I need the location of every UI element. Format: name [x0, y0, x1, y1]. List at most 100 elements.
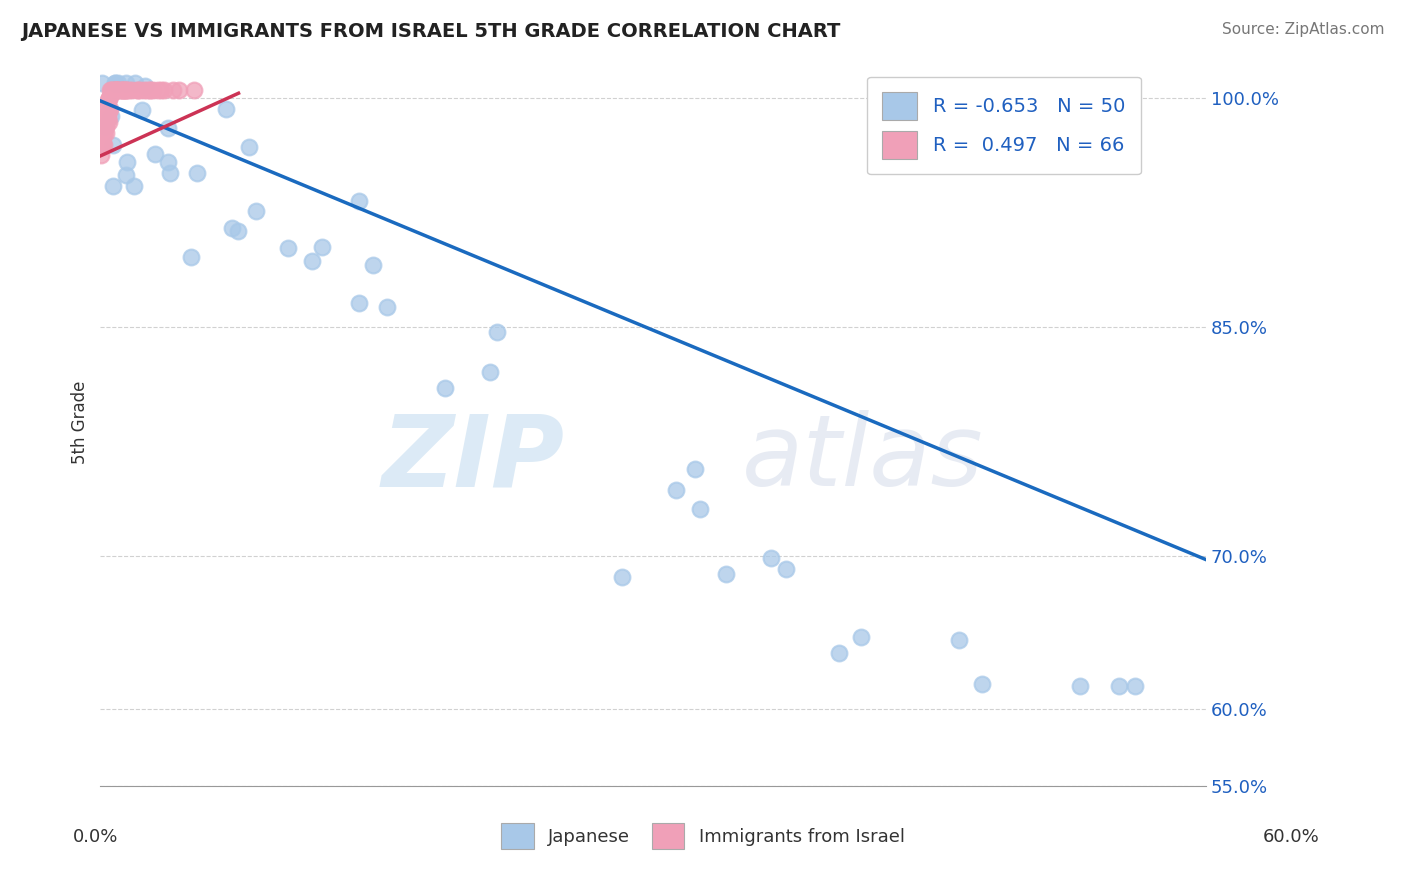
Point — [94, 110, 117, 124]
Point — [115, 83, 138, 97]
Point — [111, 83, 134, 97]
Text: atlas: atlas — [741, 410, 983, 508]
Point — [112, 83, 135, 97]
Point — [94, 126, 117, 140]
Text: Source: ZipAtlas.com: Source: ZipAtlas.com — [1222, 22, 1385, 37]
Point — [91, 123, 114, 137]
Point — [96, 120, 118, 134]
Point — [142, 83, 165, 97]
Point — [101, 83, 124, 97]
Point — [114, 83, 136, 97]
Text: 0.0%: 0.0% — [73, 828, 118, 846]
Point — [94, 120, 117, 134]
Point — [105, 83, 128, 97]
Point — [104, 83, 127, 97]
Point — [111, 83, 134, 97]
Point — [97, 112, 120, 127]
Point — [152, 83, 174, 97]
Point — [156, 155, 179, 169]
Point — [97, 93, 120, 107]
Point — [716, 566, 738, 581]
Point — [96, 102, 118, 116]
Point — [131, 103, 153, 117]
Point — [689, 502, 711, 516]
Point — [134, 79, 156, 94]
Point — [775, 562, 797, 576]
Point — [118, 83, 141, 97]
Point — [665, 483, 688, 498]
Point — [159, 166, 181, 180]
Point — [157, 120, 180, 135]
Point — [115, 154, 138, 169]
Point — [215, 102, 238, 116]
Point — [146, 83, 169, 97]
Point — [1123, 679, 1146, 693]
Point — [101, 83, 124, 97]
Point — [93, 117, 115, 131]
Point — [114, 76, 136, 90]
Point — [683, 462, 706, 476]
Point — [91, 135, 114, 149]
Point — [301, 253, 323, 268]
Point — [245, 204, 267, 219]
Point — [759, 551, 782, 566]
Point — [135, 83, 157, 97]
Point — [100, 109, 122, 123]
Point — [90, 140, 112, 154]
Point — [97, 109, 120, 123]
Point — [98, 89, 121, 103]
Legend: R = -0.653   N = 50, R =  0.497   N = 66: R = -0.653 N = 50, R = 0.497 N = 66 — [866, 77, 1140, 175]
Point — [167, 83, 190, 97]
Point — [221, 221, 243, 235]
Point — [948, 632, 970, 647]
Point — [104, 83, 127, 97]
Point — [849, 630, 872, 644]
Text: 60.0%: 60.0% — [1263, 828, 1319, 846]
Point — [183, 83, 205, 97]
Point — [97, 114, 120, 128]
Point — [132, 83, 155, 97]
Point — [101, 138, 124, 153]
Point — [93, 138, 115, 153]
Point — [98, 91, 121, 105]
Point — [94, 110, 117, 124]
Point — [612, 570, 634, 584]
Point — [127, 83, 149, 97]
Point — [970, 677, 993, 691]
Point — [97, 92, 120, 106]
Point — [104, 76, 127, 90]
Point — [150, 83, 173, 97]
Point — [100, 83, 122, 97]
Point — [125, 83, 148, 97]
Point — [104, 76, 127, 90]
Point — [105, 83, 128, 97]
Point — [107, 76, 129, 90]
Point — [94, 119, 117, 133]
Point — [114, 83, 136, 97]
Point — [361, 258, 384, 272]
Point — [186, 166, 208, 180]
Point — [110, 83, 132, 97]
Point — [124, 76, 146, 90]
Point — [96, 114, 118, 128]
Point — [129, 83, 152, 97]
Point — [347, 194, 370, 208]
Point — [311, 240, 333, 254]
Point — [238, 140, 260, 154]
Point — [138, 83, 160, 97]
Point — [91, 136, 114, 150]
Point — [101, 178, 124, 193]
Point — [347, 296, 370, 310]
Point — [105, 83, 128, 97]
Text: ZIP: ZIP — [381, 410, 565, 508]
Point — [434, 381, 457, 395]
Point — [91, 76, 114, 90]
Point — [828, 646, 851, 660]
Point — [277, 241, 299, 255]
Point — [90, 135, 112, 149]
Point — [377, 300, 399, 314]
Point — [478, 365, 501, 379]
Point — [1108, 679, 1130, 693]
Point — [180, 250, 202, 264]
Text: JAPANESE VS IMMIGRANTS FROM ISRAEL 5TH GRADE CORRELATION CHART: JAPANESE VS IMMIGRANTS FROM ISRAEL 5TH G… — [21, 22, 841, 41]
